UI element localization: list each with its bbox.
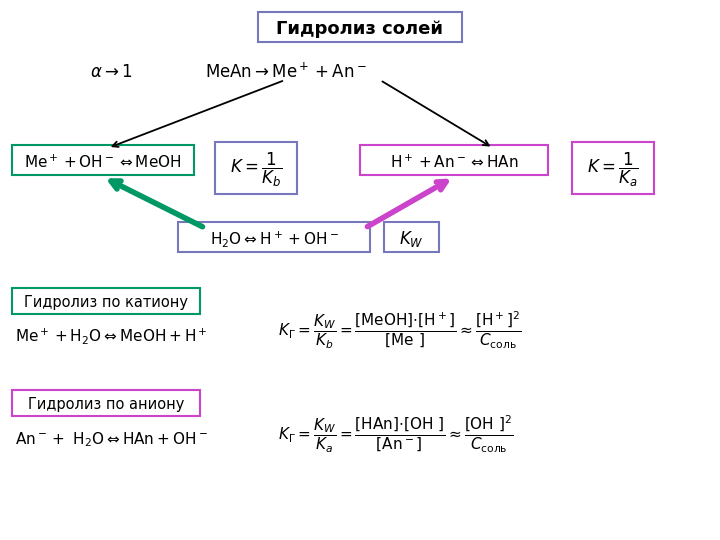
Bar [215,142,297,194]
Bar [360,145,548,175]
Text: Гидролиз солей: Гидролиз солей [276,20,444,38]
Bar [12,288,200,314]
Bar [178,222,370,252]
Text: $\mathrm{MeAn} \rightarrow \mathrm{Me^+ + An^-}$: $\mathrm{MeAn} \rightarrow \mathrm{Me^+ … [205,62,366,82]
Text: $\alpha{\rightarrow}1$: $\alpha{\rightarrow}1$ [90,63,132,81]
Bar [258,12,462,42]
Bar [572,142,654,194]
Text: $K = \dfrac{1}{K_b}$: $K = \dfrac{1}{K_b}$ [230,151,282,189]
Text: $K_W$: $K_W$ [399,229,423,249]
Text: $\mathrm{H_2O \Leftrightarrow H^+ + OH^-}$: $\mathrm{H_2O \Leftrightarrow H^+ + OH^-… [210,229,338,249]
Text: Гидролиз по катиону: Гидролиз по катиону [24,295,188,310]
Text: $\mathrm{An^- + \ H_2O \Leftrightarrow HAn + OH^-}$: $\mathrm{An^- + \ H_2O \Leftrightarrow H… [15,431,208,449]
Text: $\mathrm{Me^+ + H_2O \Leftrightarrow MeOH + H^+}$: $\mathrm{Me^+ + H_2O \Leftrightarrow MeO… [15,326,208,346]
Bar [12,390,200,416]
Bar [12,145,194,175]
Text: Гидролиз по аниону: Гидролиз по аниону [28,397,184,413]
Bar [384,222,439,252]
Text: $K_\mathsf{\Gamma} = \dfrac{K_W}{K_b} = \dfrac{[\mathrm{MeOH}]{\cdot}[\mathrm{H^: $K_\mathsf{\Gamma} = \dfrac{K_W}{K_b} = … [278,309,522,350]
Text: $K_\mathsf{\Gamma} = \dfrac{K_W}{K_a} = \dfrac{[\mathrm{HAn}]{\cdot}[\mathrm{OH}: $K_\mathsf{\Gamma} = \dfrac{K_W}{K_a} = … [278,414,514,455]
Text: $\mathrm{Me^+ + OH^- \Leftrightarrow MeOH}$: $\mathrm{Me^+ + OH^- \Leftrightarrow MeO… [24,153,181,171]
Text: $K = \dfrac{1}{K_a}$: $K = \dfrac{1}{K_a}$ [587,151,639,189]
Text: $\mathrm{H^+ + An^- \Leftrightarrow HAn}$: $\mathrm{H^+ + An^- \Leftrightarrow HAn}… [390,153,518,171]
